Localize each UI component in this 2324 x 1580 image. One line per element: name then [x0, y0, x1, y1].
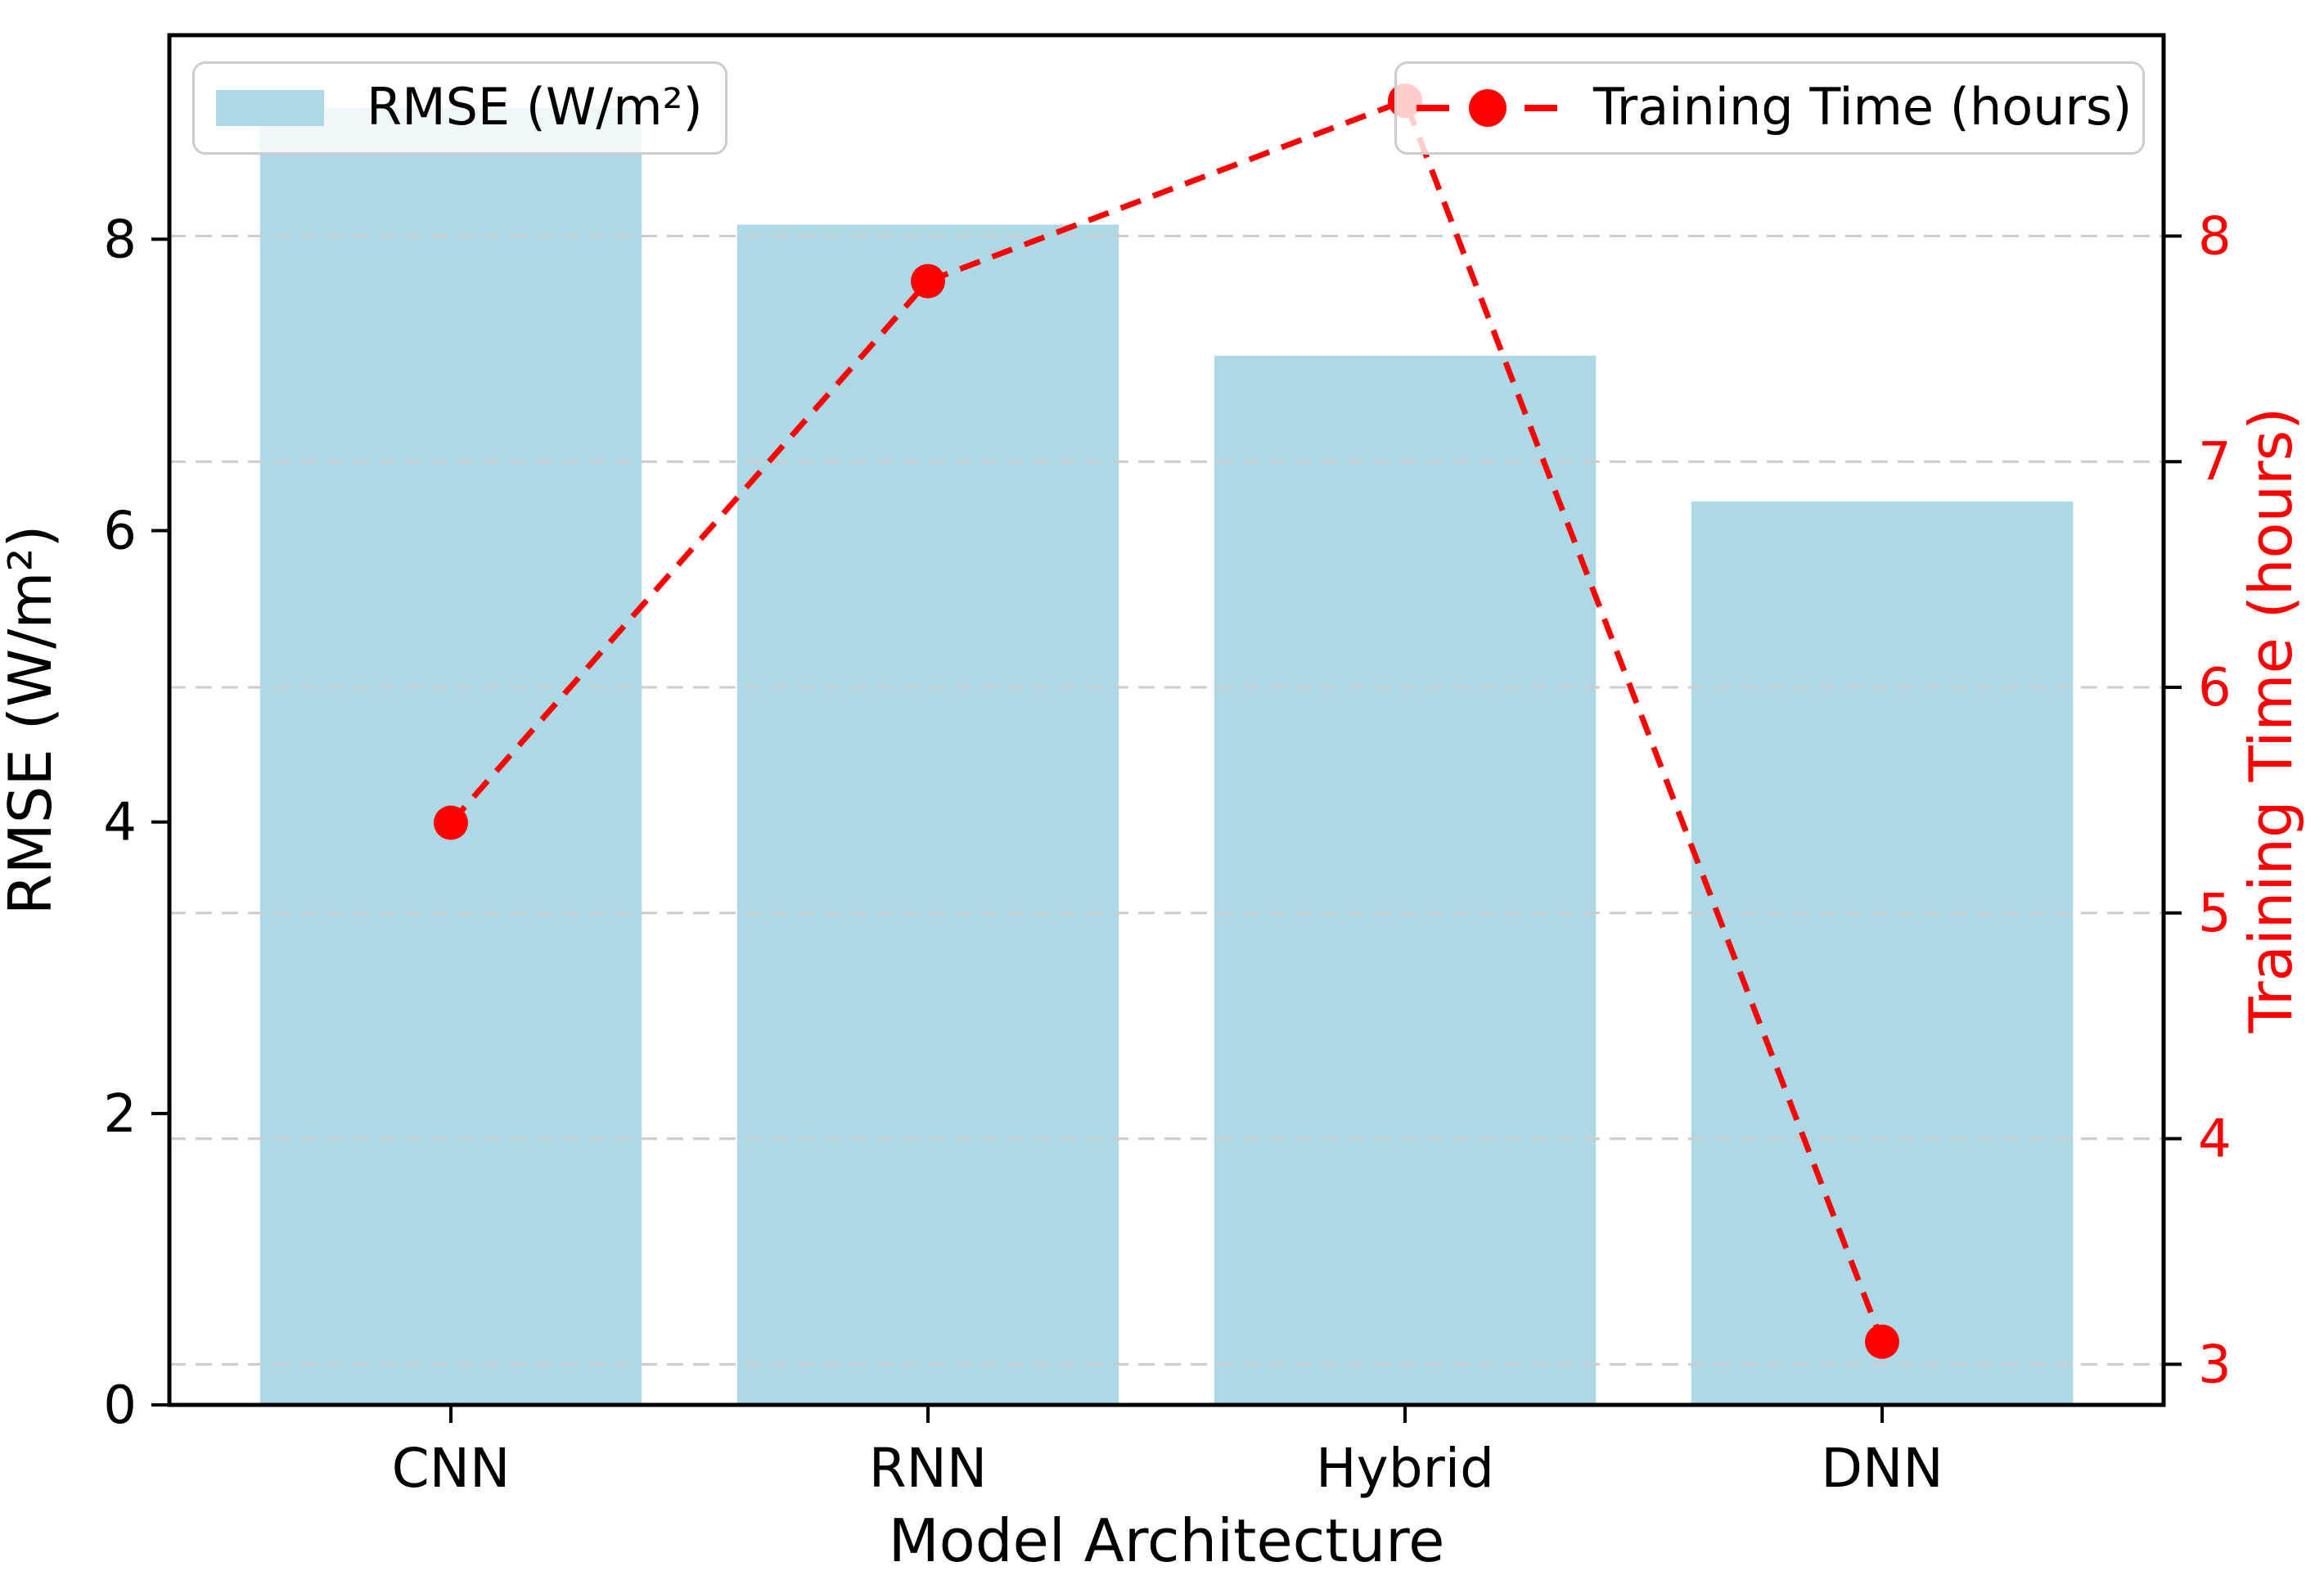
- right-tick-label-3: 3: [2198, 1335, 2232, 1395]
- training-time-legend-line-icon: [1416, 89, 1559, 127]
- bar-rnn: [736, 224, 1119, 1406]
- training-time-legend-label: Training Time (hours): [1593, 76, 2133, 137]
- right-tick-label-4: 4: [2198, 1110, 2232, 1170]
- bar-hybrid: [1214, 355, 1597, 1405]
- x-tick-label-cnn: CNN: [392, 1437, 511, 1500]
- x-tick-label-rnn: RNN: [869, 1437, 988, 1500]
- right-tick-label-7: 7: [2198, 432, 2232, 493]
- rmse-legend-swatch: [216, 90, 324, 126]
- plot-border: [167, 33, 2166, 1407]
- right-y-axis-label: Training Time (hours): [2236, 407, 2305, 1034]
- left-y-axis-label: RMSE (W/m²): [0, 525, 65, 916]
- right-tick-label-8: 8: [2198, 206, 2232, 267]
- left-tick-label-6: 6: [103, 501, 137, 561]
- left-tick-label-2: 2: [103, 1084, 137, 1145]
- training-time-marker-cnn: [433, 805, 468, 840]
- rmse-legend-label: RMSE (W/m²): [367, 76, 703, 137]
- right-tick-label-6: 6: [2198, 658, 2232, 718]
- x-axis-label: Model Architecture: [889, 1506, 1445, 1575]
- x-tick-label-hybrid: Hybrid: [1316, 1437, 1494, 1500]
- training-time-marker-rnn: [910, 263, 945, 299]
- training-time-line: [448, 97, 1885, 1344]
- left-tick-label-4: 4: [103, 793, 137, 853]
- left-tick-label-0: 0: [103, 1375, 137, 1436]
- left-tick-label-8: 8: [103, 209, 137, 270]
- bar-cnn: [259, 108, 642, 1405]
- training-time-marker-dnn: [1865, 1324, 1900, 1359]
- right-tick-label-5: 5: [2198, 884, 2232, 944]
- bar-dnn: [1691, 501, 2074, 1405]
- x-tick-label-dnn: DNN: [1821, 1437, 1943, 1500]
- legend-training-time: Training Time (hours): [1394, 61, 2145, 155]
- legend-rmse: RMSE (W/m²): [192, 61, 727, 155]
